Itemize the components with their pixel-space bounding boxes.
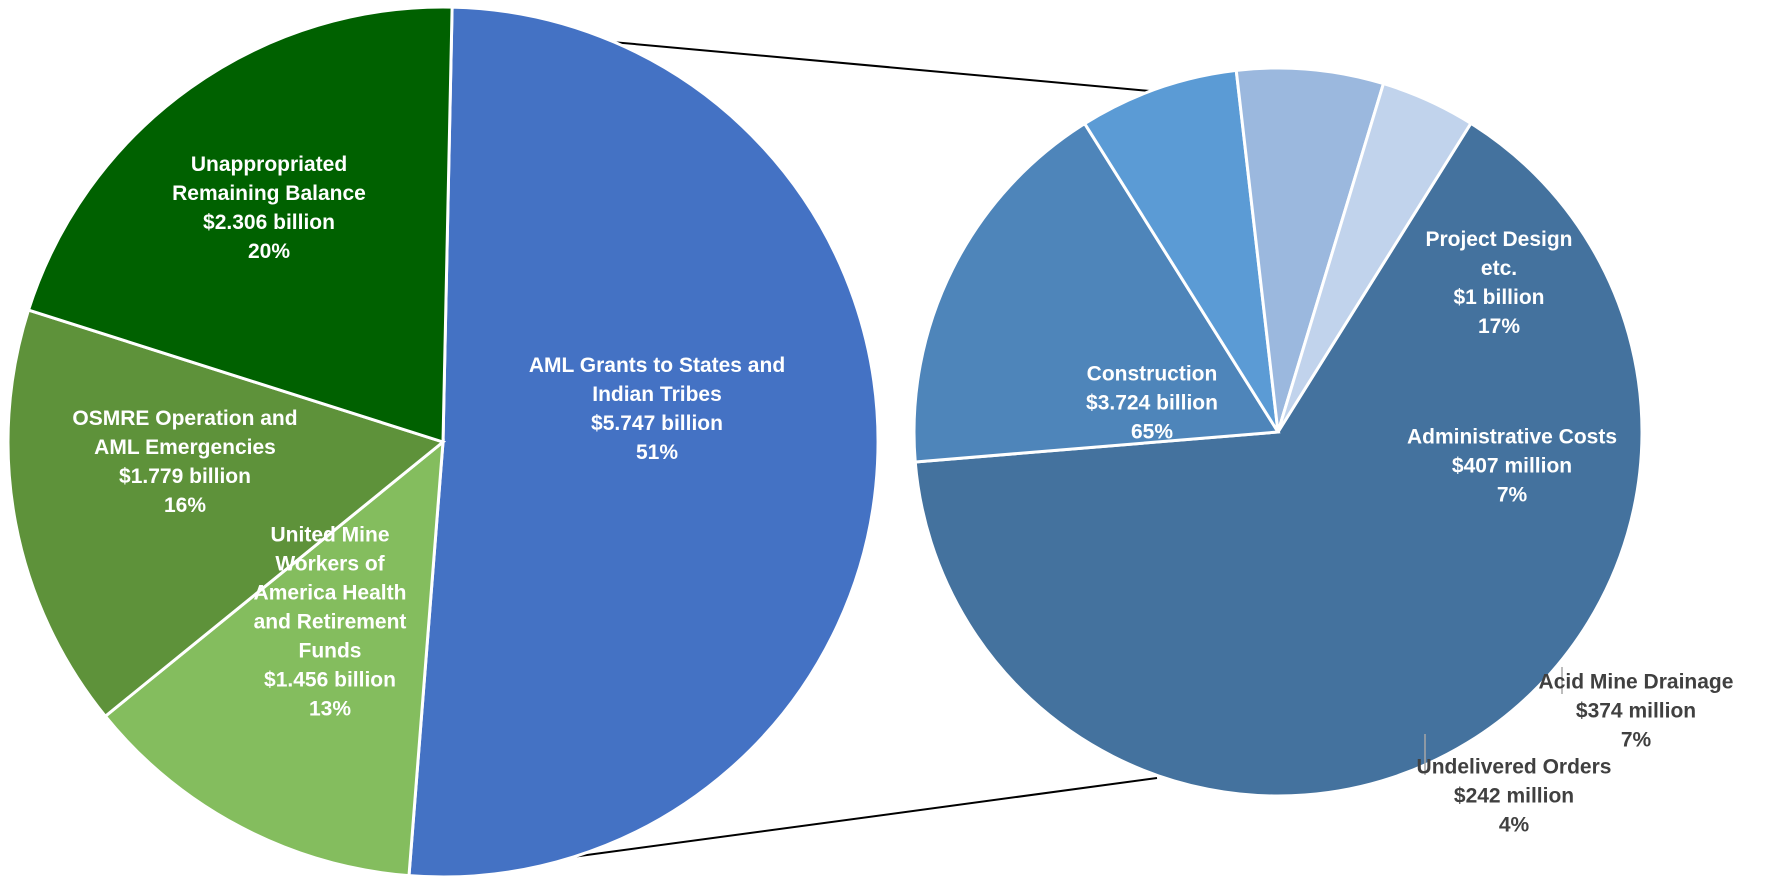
connector-line-bottom [573,777,1158,858]
main-data-label-osmre-operation-and-aml-emergencies: OSMRE Operation and AML Emergencies $1.779… [72,407,297,517]
sub-data-label-project-design-etc: Project Design etc. $1 billion 17% [1425,228,1572,338]
sub-slice-undelivered-orders [1276,81,1473,433]
main-slice-unappropriated-remaining-balance [26,5,454,445]
main-slice-aml-grants-to-states-and-indian-tribes [407,5,880,878]
sub-slice-acid-mine-drainage [1234,66,1386,433]
connector-line-top [614,41,1151,92]
main-data-label-unappropriated-remaining-balance: Unappropriated Remaining Balance $2.306 bi… [172,153,366,263]
sub-slice-construction [913,121,1644,798]
sub-data-label-undelivered-orders: Undelivered Orders $242 million 4% [1417,756,1612,837]
sub-data-label-administrative-costs: Administrative Costs $407 million 7% [1407,426,1617,507]
sub-data-label-construction: Construction $3.724 billion 65% [1086,363,1218,444]
main-data-label-united-mine-workers-of-america-health-and-retirement-funds: United Mine Workers of America Health and R… [254,524,407,721]
main-slice-united-mine-workers-of-america-health-and-retirement-funds [103,438,445,878]
sub-data-label-acid-mine-drainage: Acid Mine Drainage $374 million 7% [1539,671,1734,752]
main-slice-osmre-operation-and-aml-emergencies [6,308,447,719]
main-data-label-aml-grants-to-states-and-indian-tribes: AML Grants to States and Indian Tribes $5.… [529,354,785,464]
sub-slice-project-design-etc [912,121,1281,464]
sub-slice-administrative-costs [1082,68,1280,433]
